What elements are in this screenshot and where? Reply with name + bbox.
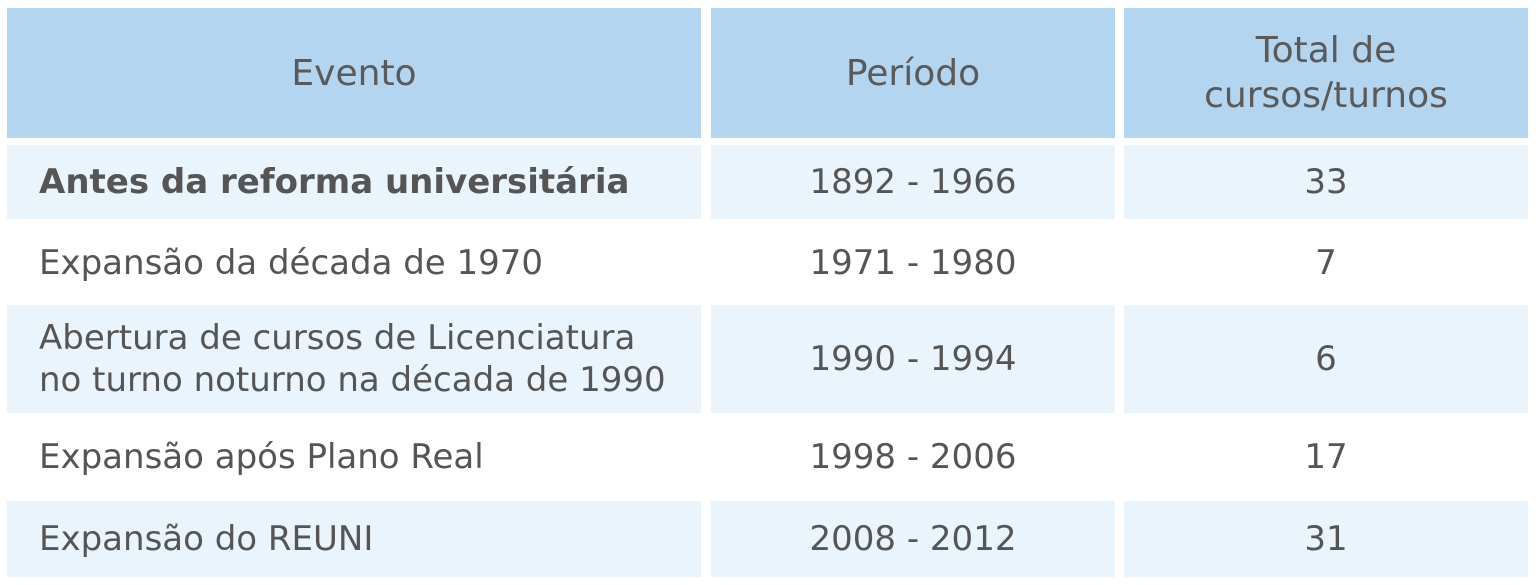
header-total: Total de cursos/turnos <box>1124 8 1528 138</box>
header-periodo: Período <box>711 8 1115 138</box>
table-row-2-total: 7 <box>1124 226 1528 300</box>
row-5-periodo-text: 2008 - 2012 <box>809 518 1017 559</box>
header-total-label: Total de cursos/turnos <box>1204 30 1448 116</box>
table-row-2-evento: Expansão da década de 1970 <box>7 226 701 300</box>
header-periodo-label: Período <box>845 52 981 94</box>
table-row-3-total: 6 <box>1124 305 1528 413</box>
row-4-periodo-text: 1998 - 2006 <box>809 436 1017 477</box>
table-row-2-periodo: 1971 - 1980 <box>711 226 1115 300</box>
table-row-4-evento: Expansão após Plano Real <box>7 420 701 494</box>
table-row-5-evento: Expansão do REUNI <box>7 501 701 577</box>
row-4-total-text: 17 <box>1304 436 1348 477</box>
header-evento: Evento <box>7 8 701 138</box>
row-3-periodo-text: 1990 - 1994 <box>809 338 1017 379</box>
row-2-periodo-text: 1971 - 1980 <box>809 242 1017 283</box>
table-row-5-total: 31 <box>1124 501 1528 577</box>
table-row-1-total: 33 <box>1124 145 1528 219</box>
row-2-total-text: 7 <box>1315 242 1337 283</box>
row-1-periodo-text: 1892 - 1966 <box>809 161 1017 202</box>
table-row-3-evento: Abertura de cursos de Licenciatura no tu… <box>7 305 701 413</box>
row-5-total-text: 31 <box>1304 518 1348 559</box>
row-4-evento-text: Expansão após Plano Real <box>39 436 484 477</box>
table-row-1-evento: Antes da reforma universitária <box>7 145 701 219</box>
row-3-total-text: 6 <box>1315 338 1337 379</box>
header-evento-label: Evento <box>291 52 417 94</box>
row-1-total-text: 33 <box>1304 161 1348 202</box>
table-row-1-periodo: 1892 - 1966 <box>711 145 1115 219</box>
row-1-evento-text: Antes da reforma universitária <box>39 161 630 202</box>
row-2-evento-text: Expansão da década de 1970 <box>39 242 544 283</box>
row-5-evento-text: Expansão do REUNI <box>39 518 374 559</box>
table-row-3-periodo: 1990 - 1994 <box>711 305 1115 413</box>
row-3-evento-text: Abertura de cursos de Licenciatura no tu… <box>39 317 666 401</box>
table-row-5-periodo: 2008 - 2012 <box>711 501 1115 577</box>
table-row-4-total: 17 <box>1124 420 1528 494</box>
table-row-4-periodo: 1998 - 2006 <box>711 420 1115 494</box>
